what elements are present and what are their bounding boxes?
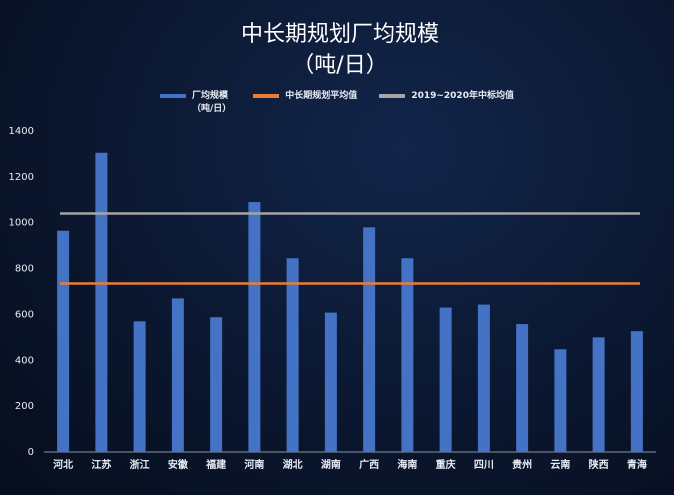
x-tick-label: 广西 — [359, 458, 379, 471]
x-tick-label: 云南 — [550, 458, 570, 471]
legend-swatch — [253, 94, 280, 98]
legend-item: 中长期规划平均值 — [253, 90, 357, 116]
bar — [477, 304, 490, 452]
bar — [630, 331, 643, 452]
y-tick-label: 1400 — [9, 126, 34, 137]
y-tick-label: 1200 — [9, 172, 34, 183]
bar — [210, 317, 223, 452]
y-tick-label: 600 — [15, 309, 34, 320]
bar — [286, 258, 299, 452]
x-tick-label: 福建 — [205, 458, 227, 471]
x-tick-label: 湖南 — [321, 458, 341, 471]
y-tick-label: 800 — [15, 264, 34, 275]
bar — [324, 312, 337, 452]
x-tick-label: 青海 — [627, 458, 647, 471]
bar — [401, 258, 414, 452]
x-tick-label: 浙江 — [130, 458, 150, 471]
bar — [554, 349, 567, 452]
x-tick-label: 湖北 — [283, 458, 303, 471]
bar — [171, 298, 184, 452]
x-tick-label: 河北 — [53, 458, 73, 471]
bar — [363, 227, 376, 452]
legend: 厂均规模 （吨/日） 中长期规划平均值 2019~2020年中标均值 — [160, 90, 514, 116]
legend-label: 2019~2020年中标均值 — [411, 91, 514, 101]
bar — [592, 337, 605, 452]
x-tick-label: 陕西 — [589, 458, 609, 471]
x-tick-label: 安徽 — [168, 458, 189, 471]
legend-item: 厂均规模 （吨/日） — [160, 90, 231, 116]
bar — [516, 324, 529, 452]
bar — [439, 307, 452, 452]
bar — [95, 152, 108, 452]
y-tick-label: 0 — [28, 447, 34, 458]
legend-label: 厂均规模 （吨/日） — [192, 91, 232, 114]
bar — [248, 202, 261, 452]
x-tick-label: 四川 — [474, 459, 494, 471]
x-tick-label: 河南 — [244, 458, 264, 471]
x-tick-label: 江苏 — [91, 458, 111, 471]
x-tick-label: 重庆 — [436, 458, 456, 471]
x-tick-label: 海南 — [397, 458, 417, 471]
x-tick-label: 贵州 — [512, 458, 532, 471]
bar — [133, 321, 146, 452]
y-tick-label: 200 — [15, 401, 34, 412]
legend-item: 2019~2020年中标均值 — [379, 90, 514, 116]
legend-swatch — [160, 94, 186, 98]
legend-swatch — [379, 94, 406, 98]
chart-subtitle: （吨/日） — [292, 53, 387, 78]
legend-label: 中长期规划平均值 — [285, 91, 358, 101]
y-tick-label: 1000 — [9, 218, 34, 229]
chart-title: 中长期规划厂均规模 — [241, 22, 439, 47]
y-tick-label: 400 — [15, 355, 34, 366]
bar — [57, 230, 70, 452]
